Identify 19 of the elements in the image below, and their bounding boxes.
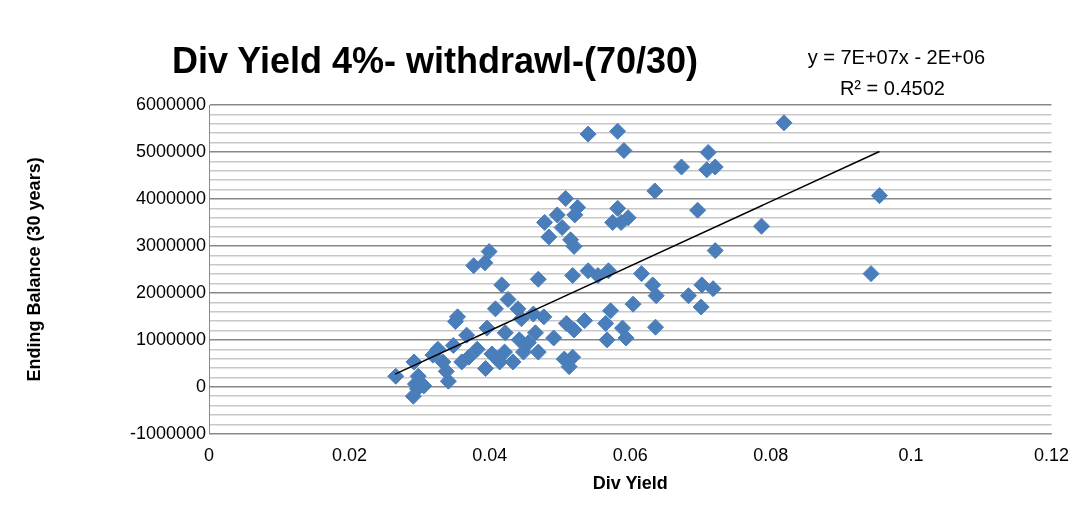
y-tick-label: 2000000 [135,281,206,302]
y-tick-label: 3000000 [135,234,206,255]
x-axis-title: Div Yield [592,473,668,494]
text: y = 7E+07x - 2E+06 [807,45,985,68]
x-tick-label: 0.04 [472,444,508,465]
y-tick-label: 6000000 [135,93,206,114]
chart-title: Div Yield 4%- withdrawl-(70/30) [171,39,699,81]
y-tick-label: 0 [195,375,206,396]
y-tick-label: -1000000 [129,422,206,443]
y-tick-label: 5000000 [135,140,206,161]
x-tick-label: 0.02 [331,444,367,465]
x-tick-label: 0.1 [898,444,924,465]
y-axis-title: Ending Balance (30 years) [23,157,44,382]
y-tick-label: 4000000 [135,187,206,208]
x-tick-label: 0.12 [1033,444,1070,465]
text: R² = 0.4502 [839,76,945,99]
x-tick-label: 0.08 [753,444,789,465]
x-tick-label: 0.06 [612,444,648,465]
y-tick-label: 1000000 [135,328,206,349]
